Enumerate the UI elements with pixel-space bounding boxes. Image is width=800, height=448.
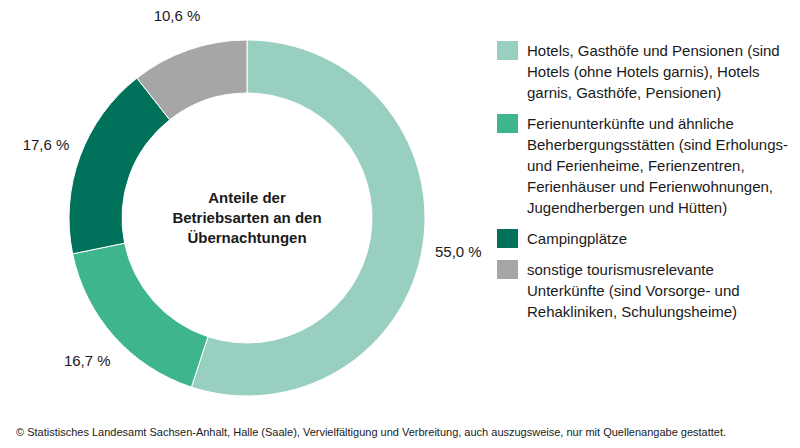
legend: Hotels, Gasthöfe und Pensionen (sind Hot… xyxy=(497,40,797,332)
legend-swatch xyxy=(497,114,518,133)
data-label: 16,7 % xyxy=(64,352,111,369)
legend-label: Campingplätze xyxy=(527,228,793,249)
page: {"chart_data": {"type": "donut", "title"… xyxy=(0,0,800,448)
legend-swatch xyxy=(497,41,518,60)
legend-item: Campingplätze xyxy=(497,228,797,249)
title: Anteile der Betriebsarten an den Übernac… xyxy=(167,188,327,248)
slices xyxy=(69,40,425,396)
legend-label: Ferienunterkünfte und ähnliche Beherberg… xyxy=(527,113,793,218)
source-note: © Statistisches Landesamt Sachsen-Anhalt… xyxy=(16,426,726,438)
legend-item: sonstige tourismusrelevante Unterkünfte … xyxy=(497,259,797,322)
legend-item: Hotels, Gasthöfe und Pensionen (sind Hot… xyxy=(497,40,797,103)
data-label: 55,0 % xyxy=(435,243,482,260)
legend-item: Ferienunterkünfte und ähnliche Beherberg… xyxy=(497,113,797,218)
legend-label: sonstige tourismusrelevante Unterkünfte … xyxy=(527,259,793,322)
slice xyxy=(137,40,247,120)
slice xyxy=(69,78,170,254)
legend-swatch xyxy=(497,260,518,279)
data-label: 17,6 % xyxy=(23,136,70,153)
legend-swatch xyxy=(497,229,518,248)
legend-label: Hotels, Gasthöfe und Pensionen (sind Hot… xyxy=(527,40,793,103)
data-label: 10,6 % xyxy=(154,7,201,24)
